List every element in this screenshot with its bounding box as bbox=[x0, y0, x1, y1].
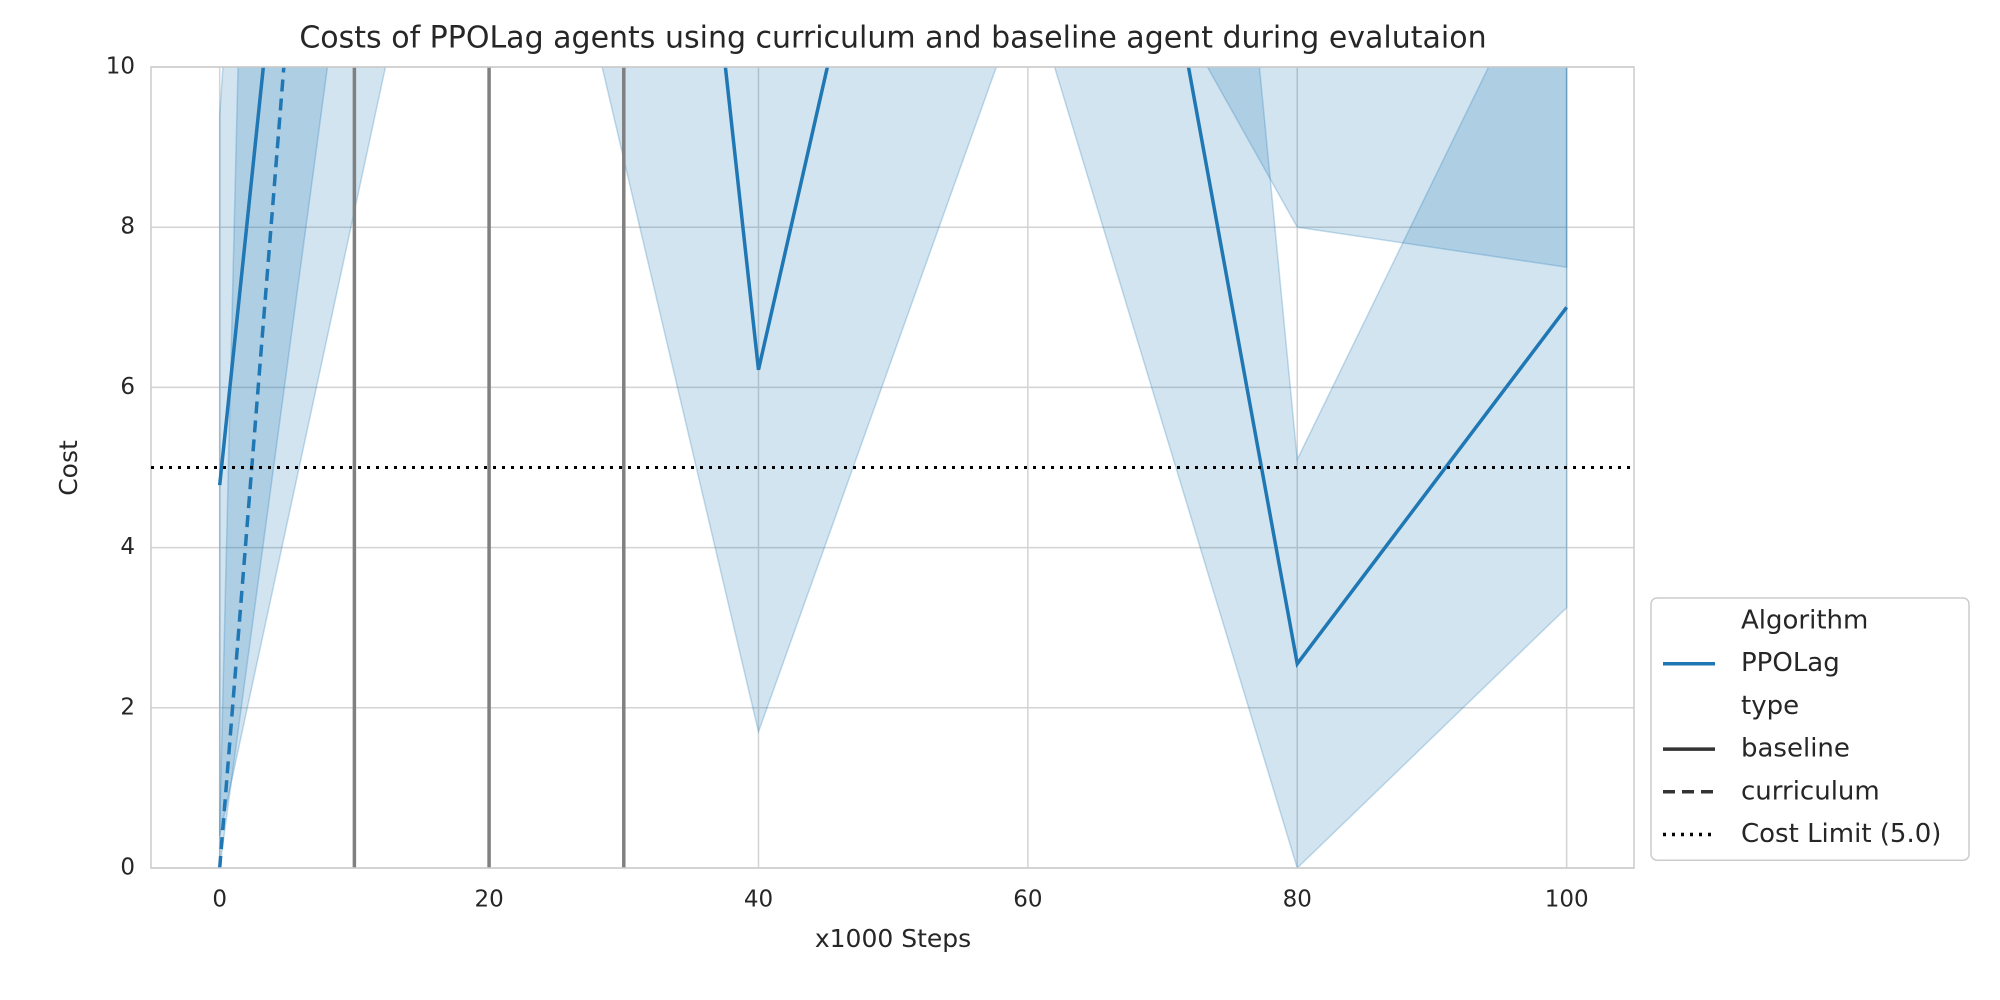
y-axis-label: Cost bbox=[54, 440, 83, 496]
x-axis-label: x1000 Steps bbox=[815, 924, 971, 953]
y-tick-label: 0 bbox=[120, 855, 135, 881]
y-tick-label: 10 bbox=[106, 54, 135, 80]
y-tick-label: 6 bbox=[120, 374, 135, 400]
confidence-band bbox=[218, 67, 1568, 868]
legend: Algorithm PPOLag type baseline curriculum Cos… bbox=[1650, 597, 1970, 861]
legend-title: Algorithm bbox=[1741, 606, 1868, 636]
legend-title: type bbox=[1741, 691, 1799, 721]
x-tick-label: 80 bbox=[1283, 887, 1312, 913]
y-tick-label: 2 bbox=[120, 694, 135, 720]
chart-title: Costs of PPOLag agents using curriculum … bbox=[299, 21, 1486, 56]
legend-label: PPOLag bbox=[1741, 648, 1840, 678]
legend-label: baseline bbox=[1741, 734, 1850, 764]
y-tick-label: 4 bbox=[120, 534, 135, 560]
y-tick-label: 8 bbox=[120, 214, 135, 240]
legend-label: curriculum bbox=[1741, 776, 1880, 806]
x-tick-label: 100 bbox=[1545, 887, 1589, 913]
x-tick-label: 0 bbox=[212, 887, 227, 913]
legend-label: Cost Limit (5.0) bbox=[1741, 819, 1941, 849]
confidence-band bbox=[218, 67, 1568, 868]
legend-box bbox=[1650, 597, 1970, 861]
x-tick-label: 60 bbox=[1013, 887, 1042, 913]
x-tick-label: 40 bbox=[744, 887, 773, 913]
series-line bbox=[217, 67, 1569, 668]
x-tick-label: 20 bbox=[474, 887, 503, 913]
plot-area bbox=[217, 67, 1569, 868]
